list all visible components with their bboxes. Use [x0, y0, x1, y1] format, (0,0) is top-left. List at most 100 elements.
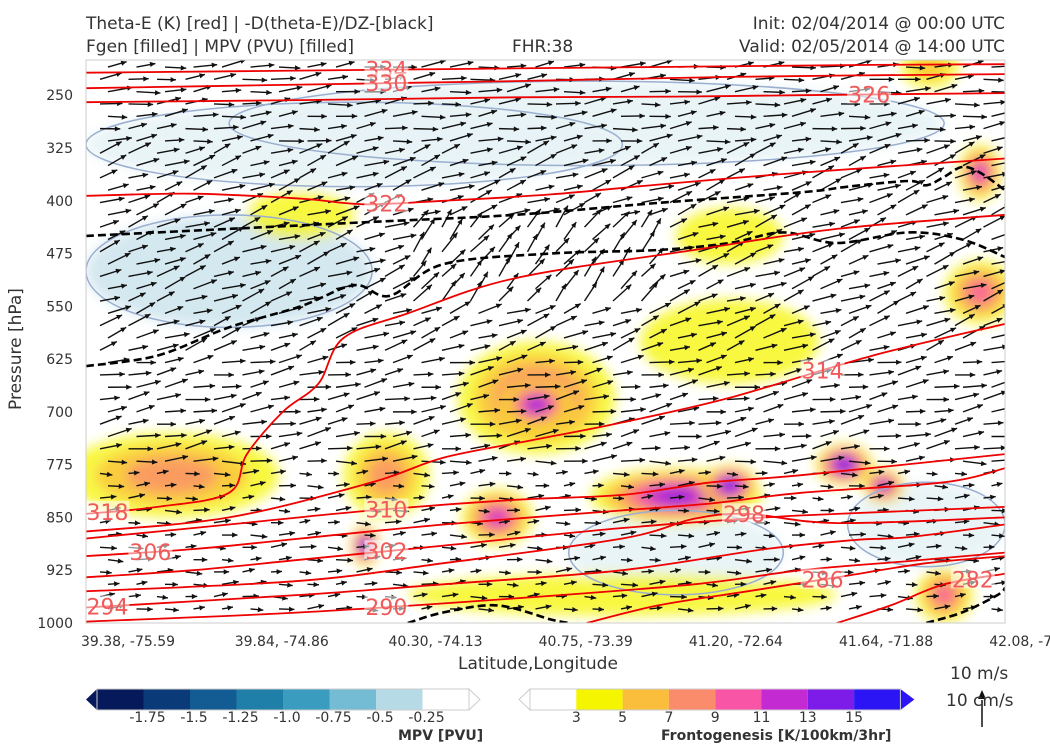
wind-arrow: [991, 334, 1005, 339]
wind-arrow-head: [769, 122, 776, 128]
wind-arrow-head: [351, 113, 358, 119]
wind-arrow-head: [125, 427, 132, 433]
wind-arrow-head: [134, 520, 141, 526]
wind-arrow-head: [847, 494, 853, 500]
wind-arrow-head: [684, 555, 691, 561]
wind-arrow-head: [266, 458, 273, 464]
theta-e-contour: [86, 157, 1005, 206]
wind-arrow-head: [383, 331, 390, 337]
wind-arrow-head: [966, 417, 973, 423]
wind-arrow-head: [284, 395, 290, 401]
wind-arrow-head: [893, 300, 900, 306]
wind-arrow-head: [779, 204, 786, 210]
wind-arrow-head: [712, 396, 719, 402]
wind-arrow-head: [483, 171, 490, 177]
wind-arrow-head: [626, 370, 633, 376]
wind-arrow-head: [691, 379, 698, 385]
wind-arrow-head: [154, 379, 161, 385]
wind-arrow-head: [854, 557, 861, 563]
wind-arrow-head: [884, 556, 891, 562]
wind-arrow-head: [999, 269, 1005, 275]
wind-arrow-head: [492, 379, 499, 385]
wind-arrow-head: [610, 331, 617, 337]
wind-arrow-head: [482, 271, 488, 278]
wind-arrow-head: [904, 568, 910, 574]
wind-arrow-head: [106, 569, 112, 576]
wind-arrow-head: [281, 542, 288, 548]
wind-arrow-head: [924, 137, 930, 143]
wind-arrow-head: [540, 170, 547, 176]
wind-arrow-head: [532, 234, 538, 241]
wind-arrow-head: [512, 582, 519, 588]
wind-arrow-head: [162, 469, 169, 475]
wind-arrow: [991, 137, 1005, 142]
wind-arrow-head: [450, 280, 457, 287]
mpv-colorbar-tick: -1.25: [222, 710, 258, 726]
wind-arrow-head: [776, 134, 782, 140]
wind-arrow-head: [353, 205, 360, 211]
wind-arrow-head: [809, 159, 816, 165]
wind-arrow-head: [483, 508, 490, 514]
wind-arrow-head: [144, 194, 151, 200]
wind-arrow-head: [267, 133, 274, 139]
wind-arrow-head: [120, 154, 127, 160]
wind-arrow-head: [740, 531, 747, 537]
wind-arrow-head: [761, 470, 768, 476]
wind-arrow-head: [650, 519, 657, 525]
wind-arrow-head: [838, 111, 845, 117]
theta-e-label: 330: [365, 72, 407, 97]
wind-arrow-head: [151, 133, 158, 139]
wind-arrow-head: [950, 138, 956, 144]
wind-arrow-head: [886, 193, 893, 199]
wind-arrow-head: [894, 183, 901, 189]
wind-arrow-head: [258, 288, 265, 294]
wind-arrow-head: [515, 97, 521, 103]
wind-arrow-head: [173, 147, 180, 153]
wind-arrow-head: [353, 256, 360, 262]
wind-arrow-head: [282, 266, 289, 272]
fgen-colorbar-frame: [529, 688, 901, 711]
wind-arrow-head: [633, 429, 639, 435]
wind-arrow-head: [227, 270, 234, 276]
wind-arrow-head: [847, 569, 854, 575]
wind-arrow-head: [916, 278, 923, 284]
wind-arrow-head: [970, 341, 977, 347]
wind-arrow-head: [576, 184, 583, 190]
wind-arrow-head: [961, 545, 968, 551]
wind-arrow-head: [341, 216, 348, 222]
wind-arrow-head: [684, 99, 690, 105]
fgen-blob: [676, 207, 784, 265]
wind-arrow-head: [424, 517, 430, 523]
fgen-blob: [367, 457, 405, 494]
wind-arrow-head: [505, 570, 511, 576]
wind-arrow-head: [654, 445, 661, 451]
wind-arrow-head: [234, 430, 241, 436]
wind-arrow-head: [652, 471, 659, 477]
wind-arrow-head: [719, 234, 726, 240]
wind-arrow-head: [1002, 508, 1005, 514]
mpv-region: [847, 482, 1005, 567]
wind-arrow-head: [626, 557, 633, 563]
wind-arrow-head: [885, 121, 892, 127]
wind-arrow-head: [204, 221, 210, 227]
wind-arrow-head: [514, 507, 520, 513]
wind-arrow-head: [834, 156, 841, 162]
wind-arrow-head: [496, 87, 503, 93]
wind-arrow-head: [341, 123, 347, 130]
wind-arrow-head: [974, 444, 980, 451]
wind-arrow-head: [604, 223, 611, 230]
wind-arrow-head: [199, 418, 205, 424]
mpv-colorbar-cell: [329, 689, 376, 710]
wind-arrow-head: [318, 369, 325, 376]
wind-arrow-head: [919, 234, 926, 240]
wind-arrow-head: [178, 137, 185, 143]
wind-arrow-head: [489, 481, 496, 487]
wind-barb-vertical: 10 cm/s: [946, 691, 1014, 711]
wind-arrow-head: [946, 355, 953, 361]
wind-arrow-head: [889, 331, 896, 337]
wind-arrow-head: [403, 221, 410, 227]
wind-arrow-head: [622, 570, 628, 576]
mpv-colorbar-cell: [422, 689, 469, 710]
wind-arrow-head: [497, 136, 504, 142]
fgen-blob: [640, 299, 820, 384]
